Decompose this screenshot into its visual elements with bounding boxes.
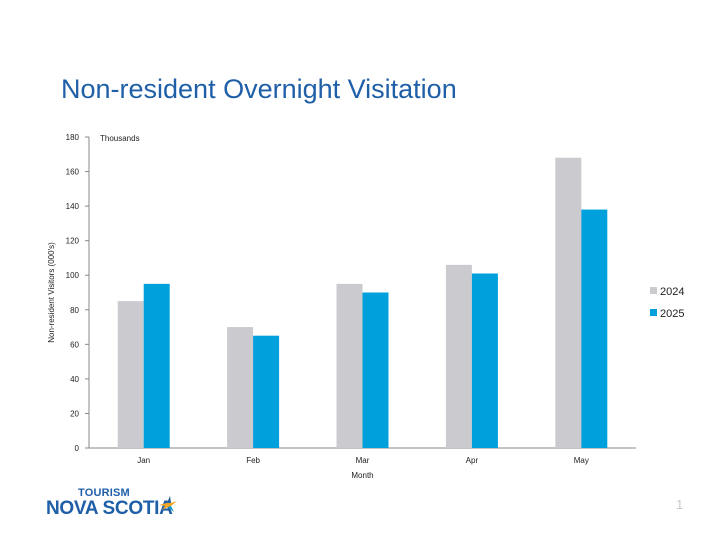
y-tick-label: 20 (70, 409, 79, 418)
logo-top-text: TOURISM (78, 487, 130, 499)
bar-2025-apr (471, 273, 498, 448)
bar-2024-mar (336, 283, 363, 448)
bird-icon (159, 496, 177, 512)
x-tick-label: Mar (356, 456, 370, 465)
y-tick-label: 180 (66, 133, 80, 142)
page-number: 1 (676, 497, 684, 512)
logo-main-text: NOVA SCOTIA (46, 498, 173, 519)
x-tick-label: Apr (466, 456, 479, 465)
x-tick-label: Feb (246, 456, 260, 465)
y-tick-label: 80 (70, 306, 79, 315)
x-axis-title: Month (351, 471, 373, 480)
slide-title: Non-resident Overnight Visitation (61, 74, 457, 104)
x-tick-label: May (574, 456, 589, 465)
y-tick-label: 160 (66, 168, 80, 177)
y-tick-label: 120 (66, 237, 80, 246)
x-tick-label: Jan (137, 456, 150, 465)
bar-2024-apr (445, 264, 472, 448)
bar-2025-may (581, 209, 608, 448)
y-axis-title: Non-resident Visitors (000's) (47, 242, 56, 343)
legend-label-2024: 2024 (660, 286, 684, 298)
legend-swatch-2025 (650, 309, 657, 316)
bar-2024-jan (117, 301, 144, 448)
y-tick-label: 60 (70, 340, 79, 349)
legend-label-2025: 2025 (660, 308, 684, 320)
bar-2025-mar (362, 292, 389, 448)
bar-2025-feb (253, 335, 280, 448)
y-tick-label: 100 (66, 271, 80, 280)
tourism-nova-scotia-logo: TOURISM NOVA SCOTIA (46, 487, 186, 521)
y-tick-label: 0 (75, 444, 80, 453)
y-tick-label: 140 (66, 202, 80, 211)
legend-swatch-2024 (650, 287, 657, 294)
unit-label: Thousands (100, 134, 140, 143)
bar-2025-jan (143, 283, 170, 448)
bar-2024-may (555, 157, 582, 448)
y-tick-label: 40 (70, 375, 79, 384)
bar-2024-feb (227, 327, 254, 448)
